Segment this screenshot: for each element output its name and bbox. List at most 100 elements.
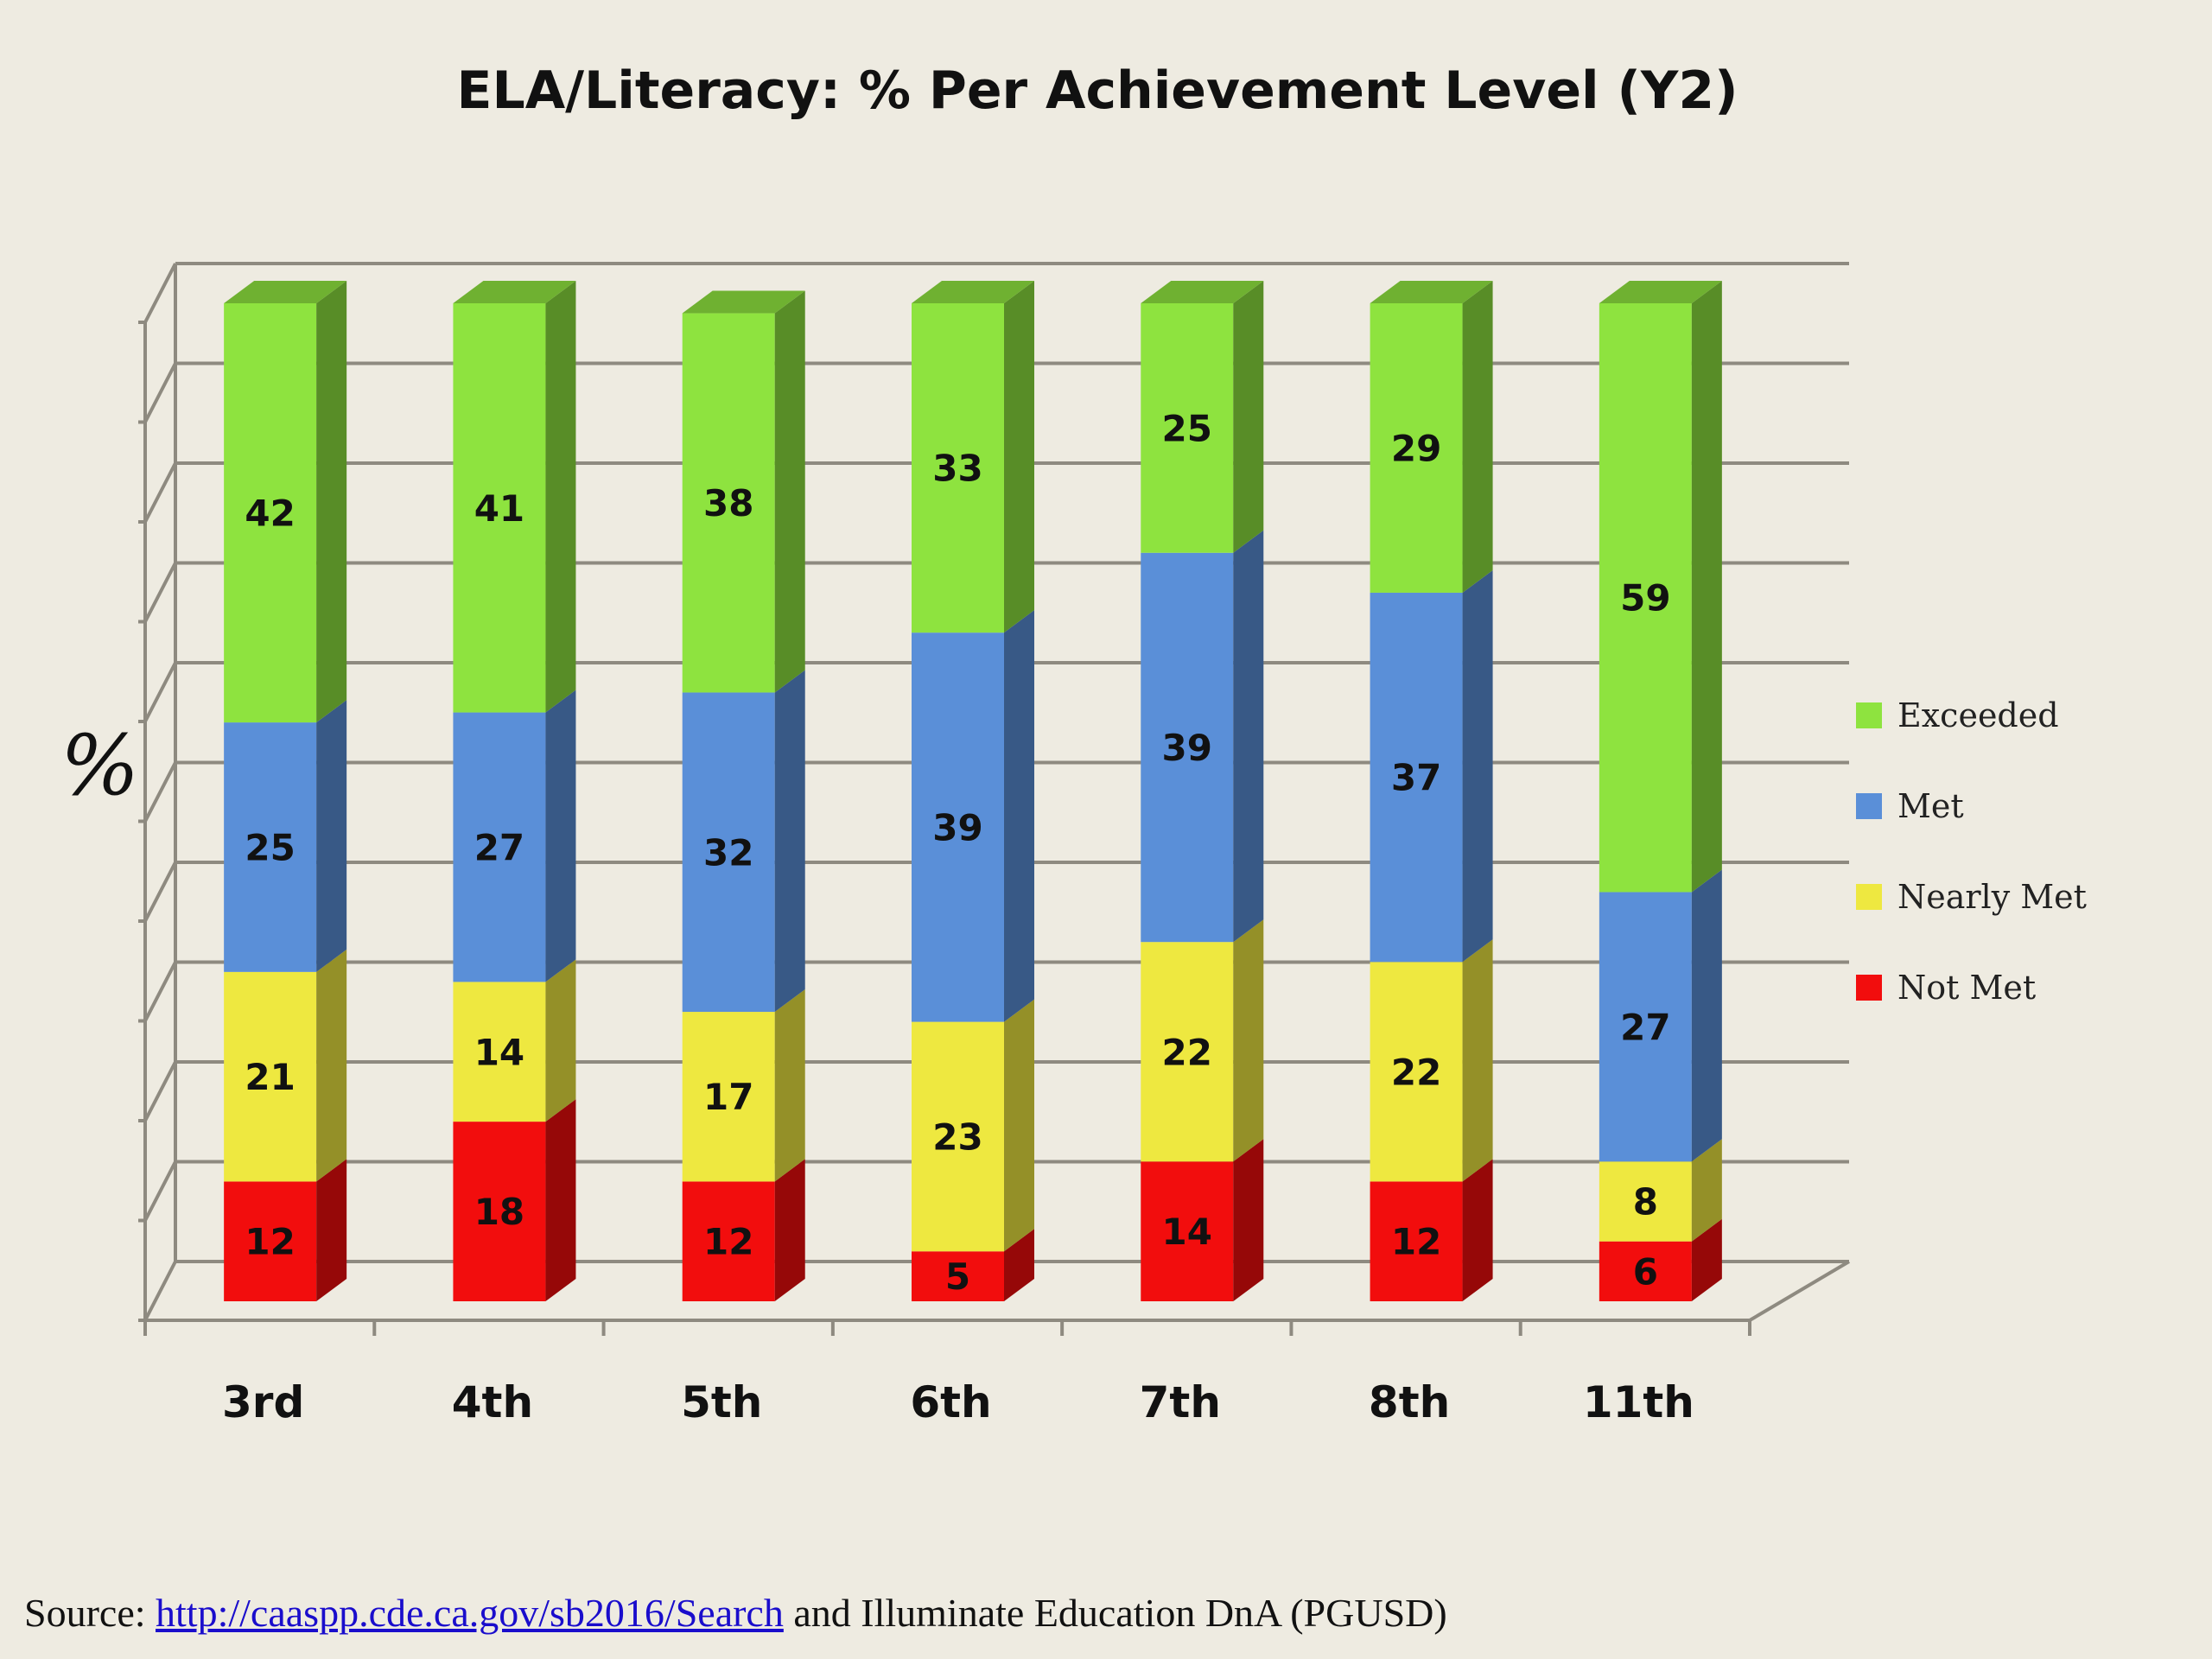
bar-segment (453, 1122, 546, 1301)
legend-label: Nearly Met (1897, 878, 2087, 916)
x-tick-label: 5th (681, 1377, 762, 1427)
data-label: 22 (1391, 1051, 1441, 1093)
bar-segment (1599, 892, 1692, 1162)
bar-side (1233, 919, 1264, 1162)
bar-top (682, 290, 805, 314)
legend-swatch (1856, 975, 1882, 1001)
bar-side (1691, 1139, 1722, 1242)
bar-side (1004, 1229, 1034, 1301)
data-label: 39 (1162, 727, 1212, 769)
gridline-diagonal (143, 462, 177, 523)
bar-side (774, 670, 805, 1013)
gridline-diagonal (143, 562, 177, 623)
bar-top (1370, 281, 1493, 303)
x-tick-label: 3rd (222, 1377, 304, 1427)
data-label: 8 (1633, 1181, 1658, 1224)
bar-side (1462, 1159, 1493, 1301)
bar-segment (224, 971, 317, 1182)
bar-side (316, 949, 347, 1182)
bar-side (545, 281, 576, 713)
bar-side (1233, 281, 1264, 553)
bar-segment (1599, 303, 1692, 893)
data-label: 27 (474, 826, 524, 868)
legend-swatch (1856, 793, 1882, 819)
source-prefix: Source: (24, 1591, 156, 1635)
legend-swatch (1856, 884, 1882, 910)
bar-segment (453, 303, 546, 713)
gridline-diagonal (143, 362, 177, 423)
bar-top (453, 281, 576, 303)
x-tick-label: 11th (1583, 1377, 1694, 1427)
data-label: 22 (1162, 1031, 1212, 1073)
data-label: 23 (932, 1116, 982, 1158)
x-tick-label: 7th (1140, 1377, 1221, 1427)
bar-side (1004, 281, 1034, 633)
x-tick-label: 4th (452, 1377, 533, 1427)
data-label: 59 (1620, 577, 1670, 620)
bar-top (1141, 281, 1264, 303)
bar-side (1004, 999, 1034, 1252)
bar-side (545, 959, 576, 1122)
gridline-diagonal (143, 263, 177, 323)
bar-side (316, 281, 347, 723)
bar-segment (912, 303, 1004, 633)
chart-plot: 3rd 4th 5th 6th 7th 8th 11th 12 21 25 42 18 14 27 41 12… (138, 262, 1851, 1427)
bar-side (1004, 610, 1034, 1022)
bar-side (316, 700, 347, 972)
source-note: Source: http://caaspp.cde.ca.gov/sb2016/… (24, 1590, 1447, 1636)
bar-segment (1141, 552, 1234, 943)
data-label: 12 (703, 1221, 753, 1263)
bar-segment (682, 692, 775, 1013)
bar-segment (912, 632, 1004, 1022)
data-label: 14 (474, 1031, 524, 1073)
bar-segment (1141, 942, 1234, 1162)
bar-segment (1370, 1181, 1463, 1301)
bar-segment (1370, 592, 1463, 963)
bar-segment (453, 982, 546, 1122)
y-axis-label: % (60, 717, 140, 814)
bar-side (545, 690, 576, 982)
data-label: 33 (932, 448, 982, 490)
source-link[interactable]: http://caaspp.cde.ca.gov/sb2016/Search (156, 1591, 784, 1635)
bar-segment (912, 1021, 1004, 1252)
data-label: 12 (245, 1221, 295, 1263)
data-label: 25 (245, 826, 295, 868)
bar-segment (682, 313, 775, 693)
bar-top (1599, 281, 1722, 303)
gridline-diagonal (143, 1160, 177, 1222)
data-label: 18 (474, 1191, 524, 1233)
bar-side (1691, 1218, 1722, 1301)
gridline-diagonal (143, 1061, 177, 1122)
bar-segment (682, 1012, 775, 1182)
data-label: 32 (703, 831, 753, 874)
bar-segment (224, 1181, 317, 1301)
legend-label: Exceeded (1897, 696, 2059, 734)
source-suffix: and Illuminate Education DnA (PGUSD) (783, 1591, 1447, 1635)
floor-right-edge (1748, 1260, 1851, 1322)
bar-side (545, 1099, 576, 1301)
bar-side (774, 1159, 805, 1301)
bar-side (1691, 281, 1722, 893)
x-tick-label: 6th (910, 1377, 991, 1427)
bar-segment (912, 1251, 1004, 1301)
bar-segment (224, 722, 317, 972)
bar-side (316, 1159, 347, 1301)
data-label: 25 (1162, 407, 1212, 449)
data-label: 29 (1391, 427, 1441, 469)
gridline-diagonal (143, 861, 177, 922)
chart-title: ELA/Literacy: % Per Achievement Level (Y… (456, 60, 1738, 121)
bar-side (1691, 869, 1722, 1162)
bar-segment (1370, 303, 1463, 593)
bar-segment (224, 303, 317, 723)
gridline-diagonal (143, 761, 177, 823)
bar-segment (1599, 1241, 1692, 1301)
bar-top (912, 281, 1034, 303)
data-label: 21 (245, 1056, 295, 1098)
bar-side (774, 989, 805, 1182)
bar-segment (1370, 962, 1463, 1182)
bar-side (774, 290, 805, 693)
bar-segment (682, 1181, 775, 1301)
data-label: 12 (1391, 1221, 1441, 1263)
bar-top (224, 281, 347, 303)
bar-side (1233, 1139, 1264, 1301)
